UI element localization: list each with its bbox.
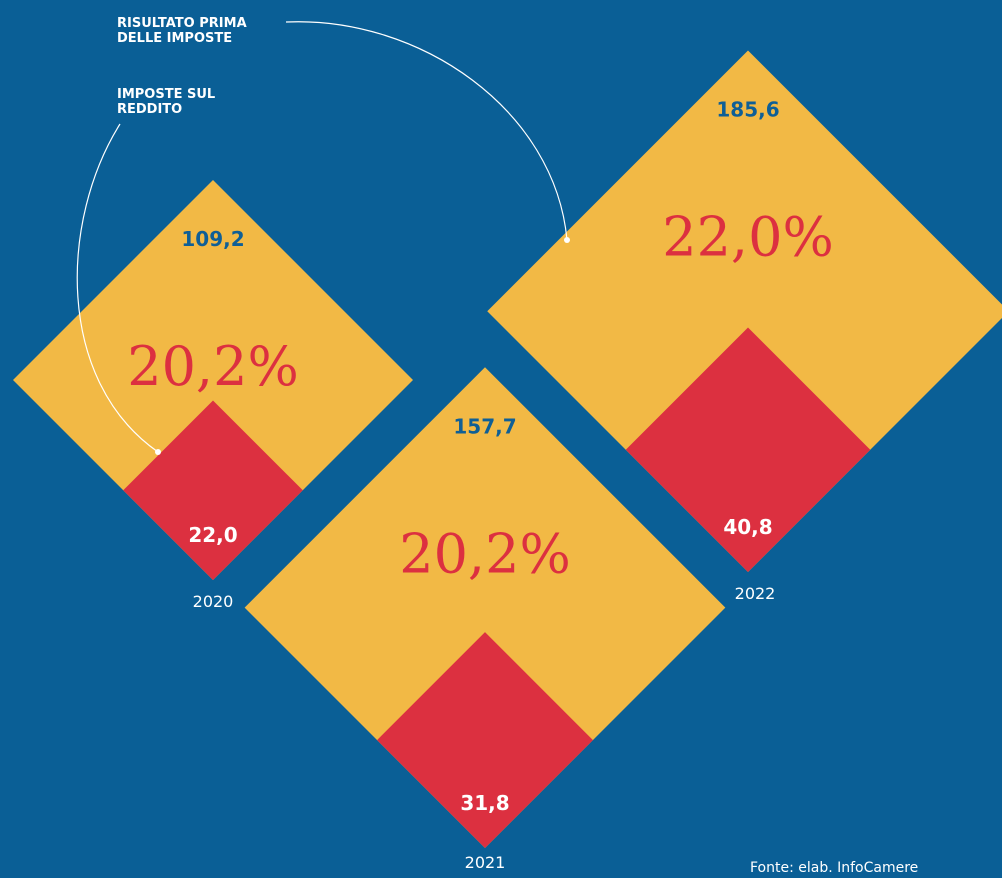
value-label: 31,8 xyxy=(460,791,509,815)
value-label: 109,2 xyxy=(181,227,244,251)
rate-label: 22,0% xyxy=(662,205,834,268)
legend-dot xyxy=(155,449,161,455)
value-label: 22,0 xyxy=(188,523,237,547)
value-label: 157,7 xyxy=(453,414,516,438)
diamond xyxy=(244,367,726,848)
x-tick-label: 2022 xyxy=(735,584,776,603)
diamond xyxy=(377,632,593,848)
legend-connector xyxy=(76,123,159,453)
diamond xyxy=(487,50,1002,572)
legend-dot xyxy=(564,237,570,243)
value-label: 185,6 xyxy=(716,97,779,121)
value-label: 40,8 xyxy=(723,515,772,539)
marks xyxy=(12,50,1002,848)
legend-connector xyxy=(285,21,568,241)
legend-entry: IMPOSTE SUL REDDITO xyxy=(117,87,216,117)
diamond xyxy=(123,400,303,580)
rate-label: 20,2% xyxy=(399,522,571,585)
rate-label: 20,2% xyxy=(127,335,299,398)
legend-entry: RISULTATO PRIMA DELLE IMPOSTE xyxy=(117,16,247,46)
x-tick-label: 2021 xyxy=(465,853,506,872)
source: Fonte: elab. InfoCamere xyxy=(750,860,919,876)
diamond xyxy=(12,179,414,580)
x-tick-label: 2020 xyxy=(193,592,234,611)
diamond xyxy=(625,327,871,572)
